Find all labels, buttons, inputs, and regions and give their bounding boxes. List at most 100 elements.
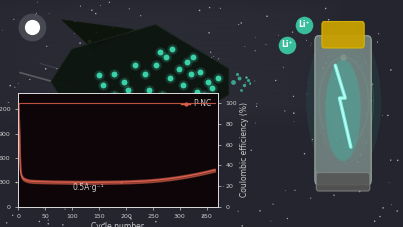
Point xyxy=(205,80,211,84)
Ellipse shape xyxy=(316,45,372,159)
Point xyxy=(174,185,181,189)
Point xyxy=(303,38,310,42)
Point xyxy=(55,76,62,79)
Point xyxy=(163,55,169,59)
Point xyxy=(275,33,282,37)
Point xyxy=(358,131,365,135)
Point xyxy=(5,101,12,104)
Point xyxy=(307,44,314,48)
Point xyxy=(194,90,201,93)
Point xyxy=(339,55,346,59)
Point xyxy=(15,82,22,86)
Point xyxy=(375,32,382,36)
Point xyxy=(146,88,152,92)
FancyBboxPatch shape xyxy=(315,36,371,185)
Point xyxy=(215,77,222,80)
Point xyxy=(156,50,163,54)
Text: 0.5A·g⁻¹: 0.5A·g⁻¹ xyxy=(73,183,104,192)
Point xyxy=(384,114,391,117)
Point xyxy=(94,42,101,46)
Point xyxy=(126,7,133,11)
Point xyxy=(114,32,120,36)
Point xyxy=(114,126,120,129)
Point xyxy=(235,23,242,26)
Point xyxy=(29,25,35,29)
Point xyxy=(53,96,59,100)
Point xyxy=(201,93,207,97)
Point xyxy=(311,54,318,57)
Point xyxy=(171,78,177,81)
Point xyxy=(346,74,352,78)
Point xyxy=(54,67,60,71)
Point xyxy=(236,77,243,80)
Point xyxy=(137,14,144,17)
Point xyxy=(46,12,52,15)
Point xyxy=(331,193,337,197)
Point xyxy=(62,207,68,211)
Point xyxy=(292,188,298,192)
Point xyxy=(326,161,332,165)
Point xyxy=(41,162,48,165)
Point xyxy=(128,203,134,207)
Point xyxy=(325,18,332,22)
Point xyxy=(173,96,180,100)
Point xyxy=(131,64,138,67)
Point xyxy=(388,68,394,72)
Point xyxy=(251,79,258,83)
Point xyxy=(270,202,276,206)
Point xyxy=(33,12,39,15)
Point xyxy=(199,215,206,219)
Point xyxy=(100,83,106,87)
Point xyxy=(363,60,369,64)
Point xyxy=(220,185,227,189)
Point xyxy=(254,102,260,106)
Point xyxy=(344,86,350,90)
Point xyxy=(121,80,127,84)
Point xyxy=(17,140,24,144)
Point xyxy=(358,63,364,67)
Polygon shape xyxy=(51,25,229,139)
Point xyxy=(291,119,297,123)
Point xyxy=(86,53,93,57)
Point xyxy=(28,164,34,167)
Point xyxy=(363,141,370,145)
Point xyxy=(122,94,129,98)
Point xyxy=(290,95,297,98)
Point xyxy=(125,88,131,92)
Point xyxy=(138,96,144,100)
Point xyxy=(368,99,375,102)
Point xyxy=(301,152,308,155)
Point xyxy=(101,222,108,225)
Point xyxy=(230,80,236,84)
Point xyxy=(20,202,27,206)
Point xyxy=(247,81,253,85)
Point xyxy=(110,93,117,97)
Point xyxy=(98,118,105,121)
Point xyxy=(322,7,329,10)
Point xyxy=(194,90,201,93)
Point xyxy=(242,45,248,48)
Point xyxy=(72,20,79,23)
Point xyxy=(395,158,401,162)
Point xyxy=(388,203,395,207)
Point xyxy=(67,153,73,156)
Point xyxy=(89,45,96,48)
Point xyxy=(12,85,18,89)
Point xyxy=(240,83,247,87)
FancyBboxPatch shape xyxy=(316,173,370,191)
Point xyxy=(216,57,222,61)
Point xyxy=(326,99,333,103)
Point xyxy=(156,50,163,54)
Point xyxy=(93,12,99,15)
Point xyxy=(359,141,366,144)
Point xyxy=(125,75,131,79)
Point xyxy=(234,72,241,75)
Point xyxy=(322,101,328,104)
Point xyxy=(350,26,357,30)
Point xyxy=(345,23,351,27)
Point xyxy=(15,96,21,99)
Point xyxy=(181,165,187,169)
Point xyxy=(307,196,314,200)
Point xyxy=(394,209,401,213)
Point xyxy=(374,40,381,44)
